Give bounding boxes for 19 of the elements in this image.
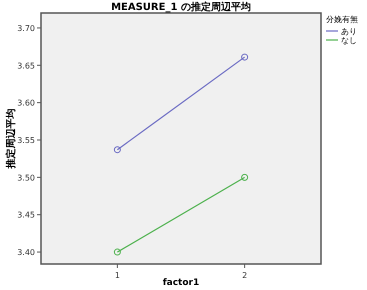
x-tick-label: 2 xyxy=(242,271,248,280)
legend-label: なし xyxy=(341,36,357,45)
y-tick-label: 3.50 xyxy=(17,173,35,182)
point xyxy=(114,146,121,154)
point xyxy=(241,54,248,61)
legend-title: 分娩有無 xyxy=(326,15,358,24)
y-tick-label: 3.60 xyxy=(17,98,35,108)
x-tick-label: 1 xyxy=(114,271,120,280)
point xyxy=(241,174,248,181)
point xyxy=(114,248,121,256)
legend-label: あり xyxy=(341,27,357,36)
y-tick-label: 3.70 xyxy=(17,24,35,33)
y-tick-label: 3.65 xyxy=(17,61,35,70)
y-tick-label: 3.40 xyxy=(17,248,35,258)
y-axis-title: 推定周辺平均 xyxy=(5,108,17,170)
x-axis-title: factor1 xyxy=(162,278,200,288)
y-tick-label: 3.45 xyxy=(17,210,35,220)
chart-title: MEASURE_1 の推定周辺平均 xyxy=(111,1,251,13)
y-tick-label: 3.55 xyxy=(17,136,35,145)
